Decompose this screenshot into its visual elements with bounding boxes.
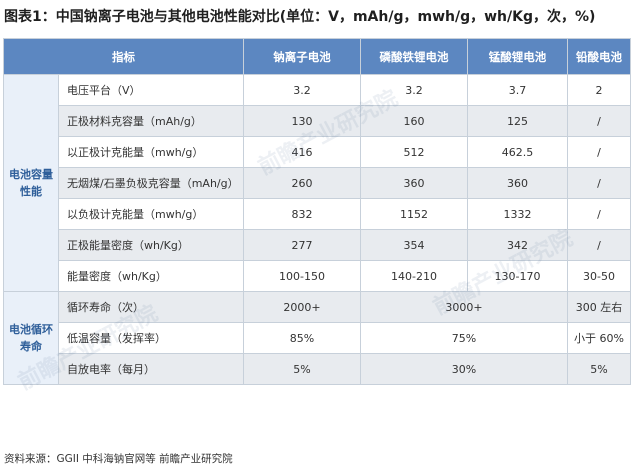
- cell-lead: /: [567, 198, 631, 230]
- header-sodium: 钠离子电池: [243, 38, 361, 75]
- header-lmo: 锰酸锂电池: [467, 38, 568, 75]
- cell-lfp: 354: [360, 229, 468, 261]
- cell-lithium-merged: 30%: [360, 353, 568, 385]
- cell-lead: 300 左右: [567, 291, 631, 323]
- table-row: 正极材料克容量（mAh/g） 130 160 125 /: [4, 105, 631, 137]
- cell-lmo: 130-170: [467, 260, 568, 292]
- cell-sodium: 3.2: [243, 74, 361, 106]
- row-label: 能量密度（wh/Kg）: [58, 260, 244, 292]
- row-label: 电压平台（V）: [58, 74, 244, 106]
- cell-lfp: 1152: [360, 198, 468, 230]
- cell-sodium: 416: [243, 136, 361, 168]
- cell-lead: /: [567, 136, 631, 168]
- row-label: 低温容量（发挥率）: [58, 322, 244, 354]
- group-capacity: 电池容量性能: [3, 74, 59, 292]
- cell-lmo: 462.5: [467, 136, 568, 168]
- cell-sodium: 85%: [243, 322, 361, 354]
- cell-lead: /: [567, 229, 631, 261]
- cell-sodium: 5%: [243, 353, 361, 385]
- cell-lmo: 342: [467, 229, 568, 261]
- row-label: 循环寿命（次）: [58, 291, 244, 323]
- row-label: 以正极计克能量（mwh/g）: [58, 136, 244, 168]
- cell-lfp: 160: [360, 105, 468, 137]
- cell-lead: 30-50: [567, 260, 631, 292]
- table-row: 电池容量性能 电压平台（V） 3.2 3.2 3.7 2: [3, 74, 631, 292]
- cell-lmo: 3.7: [467, 74, 568, 106]
- cell-lithium-merged: 3000+: [360, 291, 568, 323]
- cell-lead: /: [567, 105, 631, 137]
- cell-sodium: 832: [243, 198, 361, 230]
- cell-lmo: 360: [467, 167, 568, 199]
- header-lfp: 磷酸铁锂电池: [360, 38, 468, 75]
- cell-sodium: 100-150: [243, 260, 361, 292]
- header-row: 指标 钠离子电池 磷酸铁锂电池 锰酸锂电池 铅酸电池: [3, 38, 631, 75]
- row-label: 以负极计克能量（mwh/g）: [58, 198, 244, 230]
- cell-lead: 2: [567, 74, 631, 106]
- header-metric: 指标: [3, 38, 244, 75]
- cell-sodium: 260: [243, 167, 361, 199]
- cell-sodium: 2000+: [243, 291, 361, 323]
- cell-lfp: 3.2: [360, 74, 468, 106]
- cell-lfp: 360: [360, 167, 468, 199]
- row-label: 正极材料克容量（mAh/g）: [58, 105, 244, 137]
- cell-sodium: 130: [243, 105, 361, 137]
- chart-title: 图表1：中国钠离子电池与其他电池性能对比(单位：V，mAh/g，mwh/g，wh…: [4, 9, 596, 25]
- row-label: 自放电率（每月）: [58, 353, 244, 385]
- cell-lmo: 125: [467, 105, 568, 137]
- table-row: 无烟煤/石墨负极克容量（mAh/g） 260 360 360 /: [4, 167, 631, 199]
- source-note: 资料来源：GGII 中科海钠官网等 前瞻产业研究院: [4, 453, 233, 465]
- group-cycle: 电池循环寿命: [3, 291, 59, 385]
- cell-sodium: 277: [243, 229, 361, 261]
- cell-lead: 5%: [567, 353, 631, 385]
- table-row: 电池循环寿命 循环寿命（次） 2000+ 3000+ 300 左右: [3, 291, 631, 385]
- cell-lfp: 140-210: [360, 260, 468, 292]
- cell-lead: 小于 60%: [567, 322, 631, 354]
- table-row: 以正极计克能量（mwh/g） 416 512 462.5 /: [4, 136, 631, 168]
- table-row: 自放电率（每月） 5% 30% 5%: [4, 353, 631, 385]
- cell-lfp: 512: [360, 136, 468, 168]
- table-row: 正极能量密度（wh/Kg） 277 354 342 /: [4, 229, 631, 261]
- comparison-table: 指标 钠离子电池 磷酸铁锂电池 锰酸锂电池 铅酸电池 电池容量性能 电压平台（V…: [3, 38, 631, 385]
- table-row: 能量密度（wh/Kg） 100-150 140-210 130-170 30-5…: [4, 260, 631, 292]
- row-label: 无烟煤/石墨负极克容量（mAh/g）: [58, 167, 244, 199]
- table-row: 低温容量（发挥率） 85% 75% 小于 60%: [4, 322, 631, 354]
- row-label: 正极能量密度（wh/Kg）: [58, 229, 244, 261]
- cell-lead: /: [567, 167, 631, 199]
- header-lead: 铅酸电池: [567, 38, 631, 75]
- table-row: 以负极计克能量（mwh/g） 832 1152 1332 /: [4, 198, 631, 230]
- cell-lmo: 1332: [467, 198, 568, 230]
- cell-lithium-merged: 75%: [360, 322, 568, 354]
